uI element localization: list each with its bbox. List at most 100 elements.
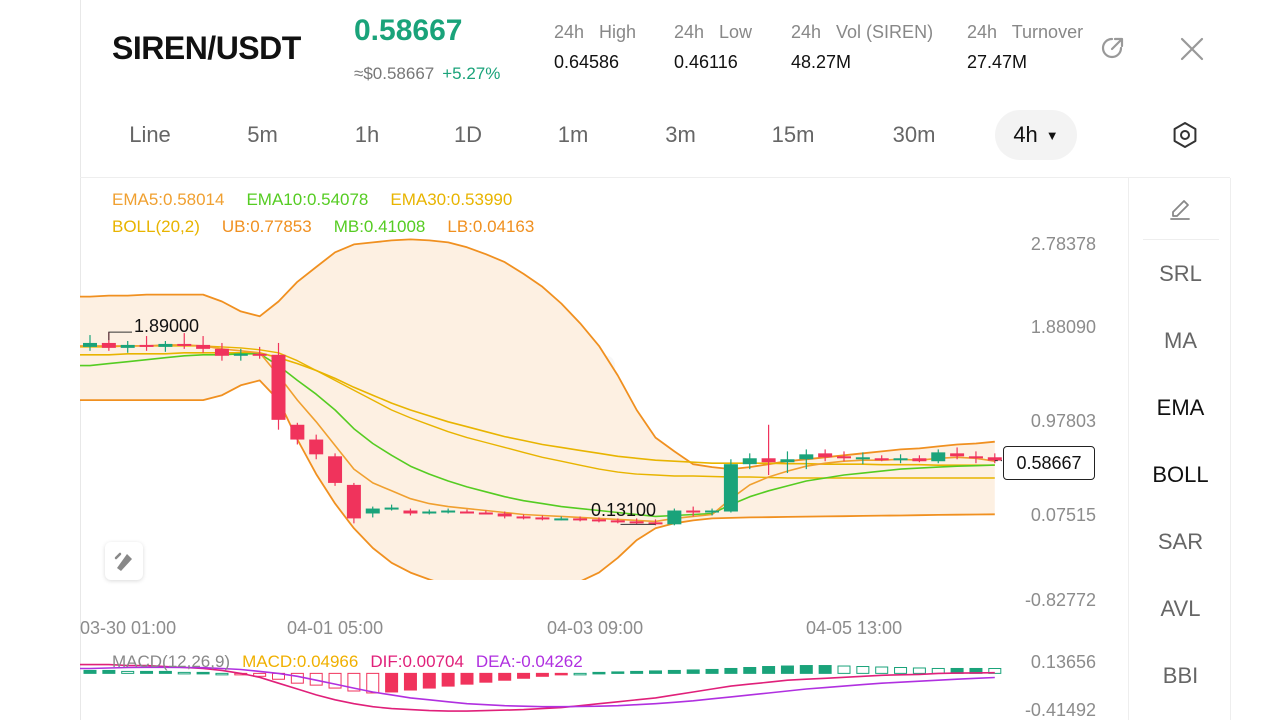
macd-histogram-bar bbox=[328, 672, 342, 689]
candle-body bbox=[761, 458, 776, 463]
low-marker-label: 0.13100 bbox=[591, 500, 657, 520]
price-axis-label: -0.82772 bbox=[1024, 590, 1096, 610]
indicator-boll[interactable]: BOLL bbox=[1152, 462, 1209, 487]
candle-body bbox=[83, 342, 97, 347]
timeframe-1m[interactable]: 1m bbox=[557, 122, 589, 147]
stat-label: 24h Vol (SIREN) bbox=[791, 22, 934, 42]
stat-24h-low: 24h Low 0.46116 bbox=[674, 22, 752, 73]
candle-body bbox=[893, 458, 908, 461]
macd-histogram-bar bbox=[724, 667, 738, 674]
candle-body bbox=[686, 510, 701, 513]
macd-histogram-bar bbox=[121, 670, 135, 674]
hexagon-settings-icon[interactable] bbox=[1170, 120, 1200, 150]
price-axis-label: 0.07515 bbox=[1030, 505, 1096, 525]
price-axis-label: 0.97803 bbox=[1030, 411, 1096, 431]
macd-chart[interactable] bbox=[80, 644, 1010, 720]
indicator-sar[interactable]: SAR bbox=[1157, 529, 1204, 554]
candle-body bbox=[139, 344, 154, 347]
indicator-srl[interactable]: SRL bbox=[1159, 261, 1202, 286]
candle-body bbox=[987, 457, 1002, 461]
macd-histogram-bar bbox=[611, 671, 625, 674]
boll-params: BOLL(20,2) bbox=[112, 217, 200, 236]
stat-value: 0.64586 bbox=[554, 52, 620, 72]
stat-24h-vol: 24h Vol (SIREN) 48.27M bbox=[791, 22, 933, 73]
candle-body bbox=[214, 348, 229, 356]
candle-body bbox=[252, 353, 267, 356]
candle-body bbox=[950, 453, 965, 457]
candle-body bbox=[610, 520, 625, 523]
indicator-avl[interactable]: AVL bbox=[1160, 596, 1201, 621]
timeframe-15m[interactable]: 15m bbox=[771, 122, 815, 147]
macd-histogram-bar bbox=[762, 666, 776, 674]
timeframe-1d[interactable]: 1D bbox=[453, 122, 483, 147]
macd-histogram-bar bbox=[196, 671, 210, 675]
macd-histogram-bar bbox=[158, 670, 172, 674]
candle-body bbox=[742, 458, 757, 465]
macd-value: MACD:0.04966 bbox=[242, 652, 359, 671]
timeframe-1h[interactable]: 1h bbox=[354, 122, 380, 147]
timeframe-3m[interactable]: 3m bbox=[665, 122, 696, 147]
pen-icon[interactable] bbox=[1165, 194, 1195, 224]
candle-body bbox=[422, 511, 437, 514]
macd-histogram-bar bbox=[667, 669, 681, 674]
macd-histogram-bar bbox=[686, 669, 700, 674]
boll-mid-line bbox=[80, 345, 995, 479]
macd-histogram-bar bbox=[460, 672, 474, 685]
stat-value: 27.47M bbox=[967, 52, 1028, 72]
macd-histogram-bar bbox=[912, 667, 926, 674]
indicator-bbi[interactable]: BBI bbox=[1162, 663, 1199, 688]
indicator-ema[interactable]: EMA bbox=[1156, 395, 1205, 420]
macd-histogram-bar bbox=[554, 672, 568, 676]
share-icon[interactable] bbox=[1097, 34, 1127, 64]
candle-body bbox=[497, 513, 512, 517]
macd-histogram-bar bbox=[592, 671, 606, 675]
macd-histogram-bar bbox=[799, 665, 813, 674]
ema-legend: EMA5:0.58014 EMA10:0.54078 EMA30:0.53990 bbox=[112, 190, 534, 210]
candle-body bbox=[874, 458, 889, 461]
macd-histogram-bar bbox=[422, 672, 436, 689]
high-marker-label: 1.89000 bbox=[134, 316, 200, 336]
close-icon[interactable] bbox=[1177, 34, 1207, 64]
side-divider bbox=[1143, 239, 1219, 240]
pair-title[interactable]: SIREN/USDT bbox=[112, 30, 301, 66]
macd-histogram-bar bbox=[856, 666, 870, 674]
boll-upper-value: UB:0.77853 bbox=[221, 217, 312, 236]
candle-body bbox=[968, 456, 983, 459]
candle-body bbox=[554, 518, 569, 521]
stat-label: 24h Low bbox=[674, 22, 753, 42]
high-marker-line bbox=[108, 331, 132, 341]
stat-24h-turnover: 24h Turnover 27.47M bbox=[967, 22, 1083, 73]
timeframe-5m[interactable]: 5m bbox=[247, 122, 278, 147]
candle-body bbox=[271, 354, 286, 420]
candle-body bbox=[384, 507, 399, 510]
candle-body bbox=[403, 510, 418, 514]
macd-histogram-bar bbox=[177, 671, 191, 675]
macd-histogram-bar bbox=[535, 672, 549, 677]
candle-body bbox=[233, 353, 248, 356]
draw-tools-icon bbox=[114, 552, 132, 571]
drawing-tools-button[interactable] bbox=[105, 542, 143, 580]
time-axis-label: 04-05 13:00 bbox=[806, 618, 903, 638]
macd-histogram-bar bbox=[102, 669, 116, 674]
last-price: 0.58667 bbox=[354, 14, 463, 47]
macd-histogram-bar bbox=[837, 665, 851, 674]
macd-histogram-bar bbox=[140, 670, 154, 674]
candlestick-chart[interactable] bbox=[80, 235, 1010, 580]
timeframe-4h-dropdown[interactable]: 4h ▼ bbox=[995, 110, 1077, 160]
time-axis-label: 03-30 01:00 bbox=[80, 618, 177, 638]
stats-strip: 24h High 0.64586 24h Low 0.46116 24h Vol… bbox=[554, 22, 1084, 82]
boll-lower-value: LB:0.04163 bbox=[447, 217, 535, 236]
timeframe-30m[interactable]: 30m bbox=[892, 122, 936, 147]
macd-histogram-bar bbox=[403, 672, 417, 691]
candle-body bbox=[912, 458, 927, 462]
macd-histogram-bar bbox=[385, 672, 399, 693]
timeframe-line[interactable]: Line bbox=[129, 122, 171, 147]
macd-histogram-bar bbox=[743, 666, 757, 674]
candle-body bbox=[101, 342, 116, 348]
usd-price-row: ≈$0.58667 +5.27% bbox=[354, 64, 500, 84]
candle-body bbox=[855, 457, 870, 460]
dea-line bbox=[80, 666, 995, 708]
candle-body bbox=[328, 456, 343, 483]
candle-body bbox=[346, 484, 361, 519]
indicator-ma[interactable]: MA bbox=[1164, 328, 1197, 353]
